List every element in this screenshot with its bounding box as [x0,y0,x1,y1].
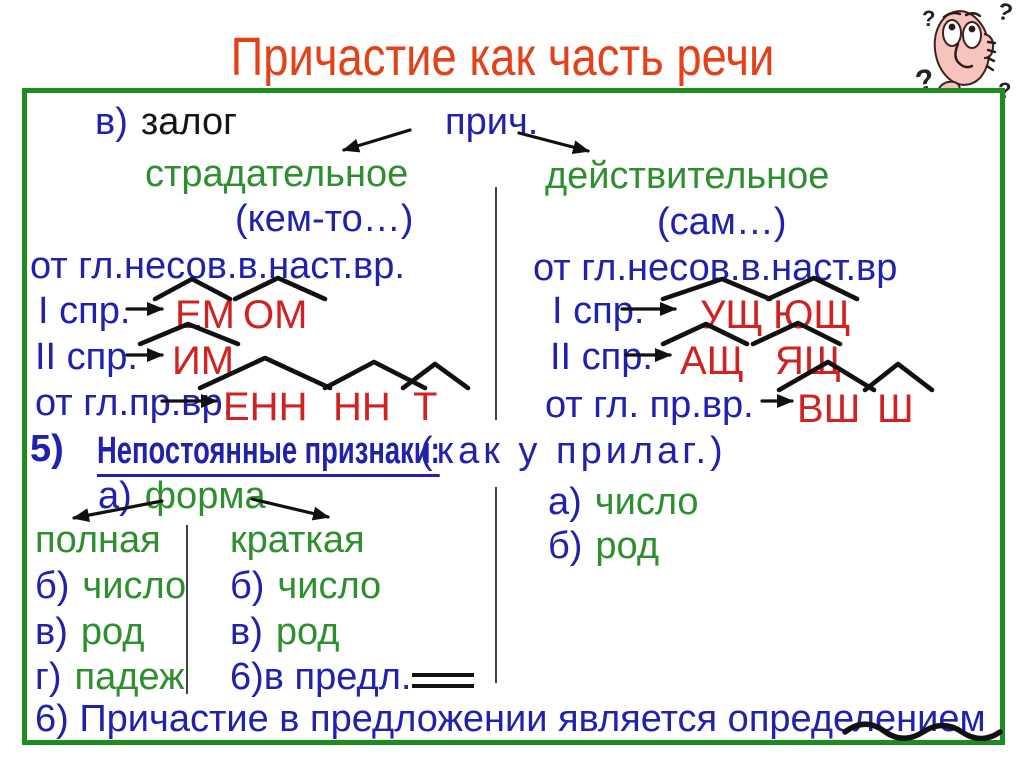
suffix-im: ИМ [172,339,235,383]
suffix-nn: НН [333,385,391,429]
active-prop-number: а) число [548,481,699,524]
voice-label: в) залог [95,101,237,144]
content-frame [22,88,1005,745]
section5-heading: Непостоянные признаки: [97,430,440,477]
item-word: падеж [74,656,185,698]
full-item-gender: в) род [35,611,145,654]
item-word: число [277,565,382,607]
suffix-yasch: ЯЩ [775,339,842,383]
passive-conj2-label: II спр. [35,336,138,378]
conclusion-line: 6) Причастие в предложении является опре… [35,698,986,740]
passive-present-source: от гл.несов.в.наст.вр. [30,245,405,287]
active-past-label: от гл. пр.вр. [545,384,754,426]
form-label: а) форма [98,475,266,518]
item-letter: г) [35,656,62,698]
full-form-header: полная [35,519,161,561]
prop-letter: а) [548,481,582,523]
full-item-case: г) падеж [35,656,185,699]
item-letter: б) [35,565,70,607]
active-conj2-label: II спр. [550,336,653,378]
slide-title: Причастие как часть речи [230,27,775,87]
suffix-asch: АЩ [680,339,745,383]
full-item-number: б) число [35,565,187,608]
active-present-source: от гл.несов.в.наст.вр [533,247,898,289]
item-letter: б) [230,565,265,607]
suffix-yusch: ЮЩ [773,293,851,337]
short-item-number: б) число [230,565,382,608]
suffix-sh: Ш [877,387,914,431]
passive-hint: (кем-то…) [235,198,414,240]
section5-heading-wrap: Непостоянные признаки: [97,430,573,477]
item-letter: в) [230,611,263,653]
item-word: род [80,611,145,653]
section5-number: 5) [30,428,64,470]
short-item-gender: в) род [230,611,340,654]
item-word: род [275,611,340,653]
voice-word: залог [140,101,237,143]
passive-conj1-label: I спр. [38,290,131,332]
suffix-vsh: ВШ [797,387,861,431]
participle-abbrev: прич. [445,101,539,143]
suffix-om: ОМ [243,293,308,337]
passive-past-label: от гл.пр.вр. [35,382,234,424]
prop-word: число [594,481,699,523]
prop-letter: б) [548,525,583,567]
short-form-header: краткая [230,519,365,561]
form-letter: а) [98,475,132,517]
active-prop-gender: б) род [548,525,660,568]
suffix-enn: ЕНН [223,385,308,429]
suffix-usch: УЩ [700,293,763,337]
passive-branch-name: страдательное [145,153,409,195]
diagram-layer: в) залог прич. страдательное действительн… [22,88,1005,745]
voice-letter: в) [95,101,128,143]
active-hint: (сам…) [657,201,787,243]
item-letter: в) [35,611,68,653]
short-predicate-note: 6)в предл. [230,656,412,698]
double-underline-predicate-mark [412,673,474,688]
suffix-em: ЕМ [175,293,235,337]
item-word: число [82,565,187,607]
suffix-t: Т [413,385,438,429]
section5-note: (как у прилаг.) [420,430,727,472]
prop-word: род [595,525,660,567]
question-mark-icon: ? [995,0,1016,27]
form-word: форма [144,475,266,517]
active-branch-name: действительное [545,155,830,197]
active-conj1-label: I спр. [552,290,645,332]
arrow-prich-to-passive [342,128,412,153]
